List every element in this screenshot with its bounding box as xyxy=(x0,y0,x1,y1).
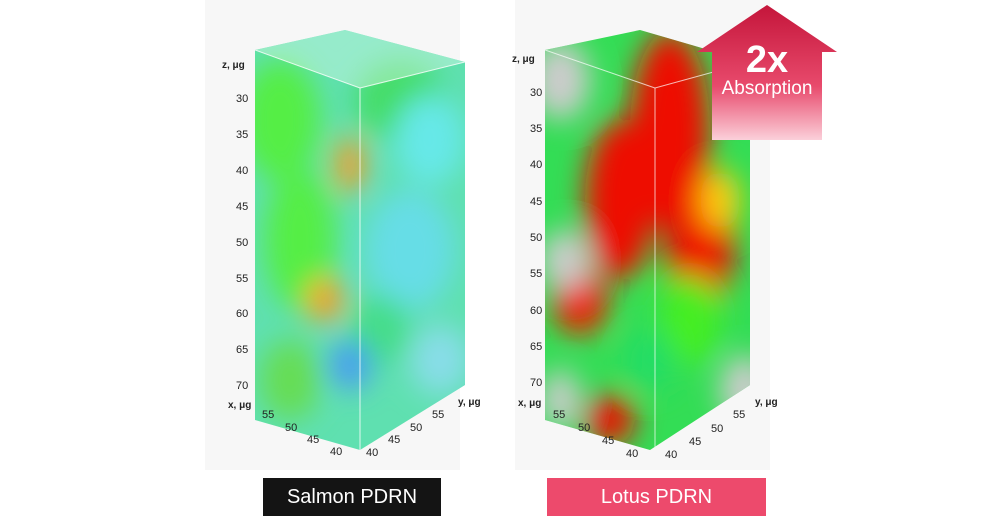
y-tick: 45 xyxy=(388,434,400,446)
x-tick: 55 xyxy=(262,409,274,421)
lotus-x-ticks: 55 50 45 40 xyxy=(553,409,638,460)
y-tick: 50 xyxy=(410,422,422,434)
z-tick: 30 xyxy=(236,93,248,105)
z-tick: 40 xyxy=(236,165,248,177)
z-tick: 70 xyxy=(236,380,248,392)
lotus-y-axis-title: y, μg xyxy=(755,397,778,408)
y-tick: 40 xyxy=(665,449,677,461)
z-tick: 30 xyxy=(530,87,542,99)
z-tick: 65 xyxy=(530,341,542,353)
absorption-arrow-icon xyxy=(697,5,837,140)
z-tick: 50 xyxy=(236,237,248,249)
lotus-z-ticks: 30 35 40 45 50 55 60 65 70 xyxy=(530,87,542,389)
x-tick: 40 xyxy=(626,448,638,460)
z-tick: 35 xyxy=(530,123,542,135)
y-tick: 55 xyxy=(733,409,745,421)
z-tick: 70 xyxy=(530,377,542,389)
y-tick: 55 xyxy=(432,409,444,421)
y-tick: 45 xyxy=(689,436,701,448)
z-tick: 60 xyxy=(530,305,542,317)
absorption-multiplier: 2x xyxy=(745,39,789,81)
z-tick: 55 xyxy=(236,273,248,285)
salmon-y-axis-title: y, μg xyxy=(458,397,481,408)
z-tick: 50 xyxy=(530,232,542,244)
x-tick: 45 xyxy=(307,434,319,446)
y-tick: 40 xyxy=(366,447,378,459)
salmon-x-ticks: 55 50 45 40 xyxy=(262,409,342,458)
z-tick: 55 xyxy=(530,268,542,280)
salmon-pdrn-label: Salmon PDRN xyxy=(263,478,441,516)
z-tick: 35 xyxy=(236,129,248,141)
salmon-z-axis-title: z, μg xyxy=(222,60,245,71)
salmon-volume xyxy=(255,30,465,450)
z-tick: 45 xyxy=(236,201,248,213)
lotus-x-axis-title: x, μg xyxy=(518,398,541,409)
lotus-z-axis-title: z, μg xyxy=(512,54,535,65)
absorption-label: Absorption xyxy=(721,78,813,99)
x-tick: 45 xyxy=(602,435,614,447)
z-tick: 65 xyxy=(236,344,248,356)
x-tick: 50 xyxy=(578,422,590,434)
x-tick: 40 xyxy=(330,446,342,458)
salmon-z-ticks: 30 35 40 45 50 55 60 65 70 xyxy=(236,93,248,392)
salmon-x-axis-title: x, μg xyxy=(228,400,251,411)
z-tick: 40 xyxy=(530,159,542,171)
lotus-pdrn-label: Lotus PDRN xyxy=(547,478,766,516)
salmon-y-ticks: 55 50 45 40 xyxy=(366,409,444,459)
y-tick: 50 xyxy=(711,423,723,435)
z-tick: 60 xyxy=(236,308,248,320)
x-tick: 50 xyxy=(285,422,297,434)
x-tick: 55 xyxy=(553,409,565,421)
z-tick: 45 xyxy=(530,196,542,208)
lotus-y-ticks: 55 50 45 40 xyxy=(665,409,745,461)
